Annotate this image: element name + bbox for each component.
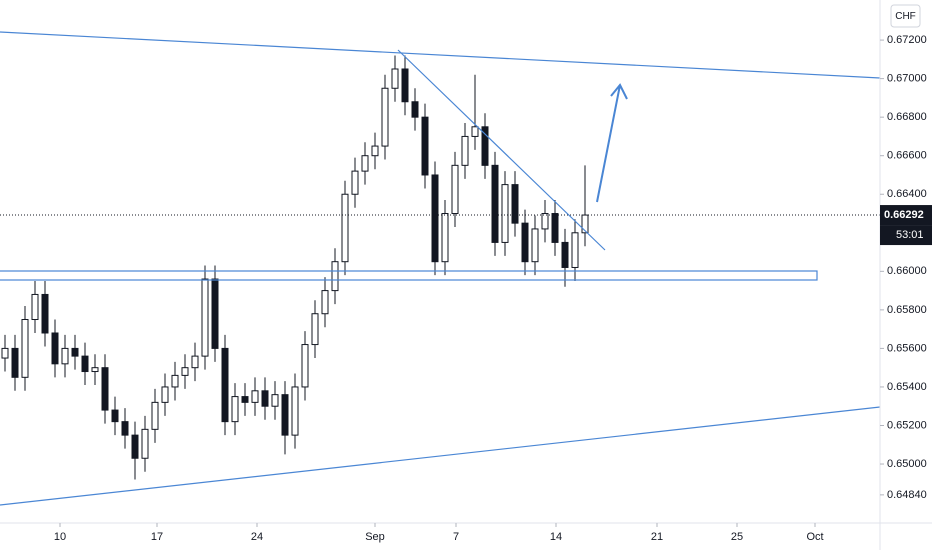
y-tick-label: 0.67000 — [887, 73, 927, 85]
y-tick-label: 0.66800 — [887, 111, 927, 123]
candle-body — [11, 347, 19, 378]
last-price-box — [880, 205, 932, 226]
candle-body — [241, 396, 249, 403]
candle-body — [91, 367, 99, 373]
trend-line-descending — [397, 49, 606, 251]
candle-body — [481, 126, 489, 166]
candle-body — [321, 290, 329, 315]
candle-body — [311, 313, 319, 346]
candle-body — [421, 116, 429, 176]
candle-body — [561, 241, 569, 268]
candle-body — [101, 367, 109, 411]
candle-body — [331, 261, 339, 292]
candle-body — [31, 293, 39, 321]
candle-body — [501, 184, 509, 243]
candle-body — [531, 228, 539, 263]
x-tick-label: Oct — [806, 531, 823, 543]
x-tick-label: 25 — [731, 531, 743, 543]
candle-body — [351, 170, 359, 195]
x-tick-label: 17 — [151, 531, 163, 543]
candle-body — [111, 409, 119, 423]
candle-body — [341, 193, 349, 263]
candle-body — [251, 390, 259, 403]
x-tick-label: 21 — [651, 531, 663, 543]
currency-box — [890, 4, 921, 28]
candle-body — [231, 396, 239, 423]
x-tick-label: 24 — [251, 531, 263, 543]
candle-body — [511, 184, 519, 224]
candle-body — [521, 222, 529, 263]
candle-body — [451, 164, 459, 215]
candle-body — [401, 68, 409, 103]
candle-body — [1, 347, 9, 359]
y-tick-label: 0.66400 — [887, 188, 927, 200]
candle-body — [541, 213, 549, 230]
candle-body — [551, 213, 559, 243]
candle-body — [71, 347, 79, 357]
y-tick-label: 0.64840 — [887, 489, 927, 501]
candle-body — [371, 145, 379, 157]
trend-line-upper — [0, 31, 881, 79]
y-tick-label: 0.65600 — [887, 342, 927, 354]
candle-body — [391, 68, 399, 89]
y-tick-label: 0.65400 — [887, 381, 927, 393]
candle-body — [121, 421, 129, 436]
x-tick-label: Sep — [365, 531, 385, 543]
currency-label: CHF — [895, 11, 916, 22]
trend-line-lower — [0, 406, 881, 506]
candle-body — [491, 164, 499, 243]
candle-body — [281, 394, 289, 436]
y-tick-label: 0.67200 — [887, 34, 927, 46]
x-tick-label: 10 — [54, 531, 66, 543]
candle-body — [61, 347, 69, 365]
y-tick-label: 0.66000 — [887, 265, 927, 277]
candle-body — [411, 101, 419, 118]
candle-body — [151, 401, 159, 430]
candle-body — [191, 355, 199, 369]
y-tick-label: 0.65200 — [887, 419, 927, 431]
candle-body — [441, 213, 449, 263]
candle-body — [271, 394, 279, 407]
last-price-label: 0.66292 — [884, 209, 924, 221]
x-tick-label: 7 — [453, 531, 459, 543]
candle-body — [81, 355, 89, 373]
drawings — [0, 31, 881, 506]
candle-body — [301, 344, 309, 388]
y-tick-label: 0.66600 — [887, 150, 927, 162]
countdown-box — [880, 225, 932, 246]
candle-body — [21, 319, 29, 378]
candle-body — [171, 374, 179, 388]
y-tick-label: 0.65000 — [887, 458, 927, 470]
candle-body — [291, 386, 299, 436]
candle-body — [571, 232, 579, 268]
candle-body — [211, 278, 219, 349]
countdown-label: 53:01 — [896, 229, 924, 241]
candle-body — [181, 367, 189, 376]
candle-body — [431, 174, 439, 263]
y-tick-label: 0.65800 — [887, 304, 927, 316]
candle-body — [381, 87, 389, 147]
plot-area — [0, 55, 880, 480]
candle-body — [261, 390, 269, 407]
support-zone — [0, 270, 818, 281]
x-tick-label: 14 — [550, 531, 562, 543]
candle-body — [141, 428, 149, 459]
candle-body — [51, 332, 59, 365]
arrow — [596, 83, 628, 203]
candle-body — [461, 135, 469, 166]
candle-body — [201, 278, 209, 357]
candle-body — [131, 434, 139, 459]
candle-body — [161, 386, 169, 403]
candle-body — [361, 155, 369, 172]
candle-body — [221, 347, 229, 423]
axes: 0.67200 0.67000 0.66800 0.66600 0.66400 0.660… — [54, 34, 932, 543]
candle-body — [41, 293, 49, 334]
candle-body — [471, 126, 479, 137]
